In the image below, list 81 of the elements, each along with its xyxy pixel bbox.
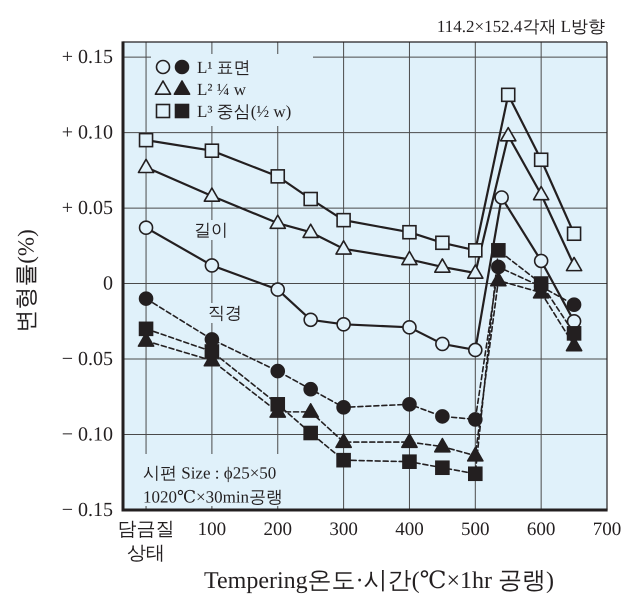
point xyxy=(336,212,351,228)
annotation: 시편 Size : ϕ25×50 xyxy=(143,464,276,482)
y-tick-label: 0 xyxy=(103,272,113,295)
point xyxy=(532,186,550,200)
point xyxy=(270,169,286,184)
point xyxy=(468,466,483,482)
annotation: 1020℃×30min공랭 xyxy=(143,488,284,506)
point xyxy=(402,320,417,335)
point xyxy=(303,426,318,440)
point xyxy=(138,220,154,235)
point xyxy=(435,409,450,424)
point xyxy=(402,397,417,412)
point xyxy=(494,190,509,205)
point xyxy=(402,224,417,240)
point xyxy=(336,317,351,332)
point xyxy=(270,364,286,378)
point xyxy=(269,214,286,230)
point xyxy=(303,312,318,328)
x-tick-label: 500 xyxy=(461,519,490,540)
point xyxy=(303,382,318,397)
y-tick-label: + 0.15 xyxy=(62,46,113,68)
point xyxy=(204,258,220,273)
point xyxy=(534,254,548,268)
chart-title: 114.2×152.4각재 L방향 xyxy=(436,17,605,36)
legend-label: L³ 중심(½ w) xyxy=(197,102,292,121)
point xyxy=(466,264,484,279)
y-tick-label: + 0.05 xyxy=(62,197,113,220)
x-axis-title: Tempering온도·시간(℃×1hr 공랭) xyxy=(204,568,554,594)
point xyxy=(534,152,548,168)
point xyxy=(138,158,154,174)
point xyxy=(270,397,286,412)
point xyxy=(566,256,582,272)
y-tick-label: − 0.05 xyxy=(62,348,113,370)
point xyxy=(335,240,352,255)
y-axis-title: 변형률(%) xyxy=(14,229,38,333)
point xyxy=(468,342,483,358)
point xyxy=(302,403,320,418)
point xyxy=(270,282,286,297)
point xyxy=(491,260,506,274)
point xyxy=(534,276,548,291)
x-tick-label: 400 xyxy=(395,519,424,540)
point xyxy=(466,446,484,462)
point xyxy=(435,235,450,250)
y-tick-label: − 0.15 xyxy=(62,499,113,521)
point xyxy=(303,192,318,206)
point xyxy=(138,132,154,148)
point xyxy=(302,223,320,238)
point xyxy=(566,326,582,341)
point xyxy=(566,226,582,242)
point xyxy=(468,243,483,258)
annotation: 길이 xyxy=(194,220,228,240)
legend-label: L² ¼ w xyxy=(197,80,247,99)
point xyxy=(435,336,450,352)
point xyxy=(402,454,417,469)
point xyxy=(500,88,516,102)
point xyxy=(335,433,352,448)
x-tick-label: 200 xyxy=(264,519,292,540)
y-tick-label: + 0.10 xyxy=(62,122,113,144)
point xyxy=(434,438,451,453)
y-tick-label: − 0.10 xyxy=(62,424,113,446)
point xyxy=(566,297,582,312)
point xyxy=(500,126,517,142)
point xyxy=(401,250,418,266)
point xyxy=(401,433,418,448)
point xyxy=(468,412,483,427)
x-tick-label: 담금질 상태 xyxy=(118,519,175,564)
x-tick-label: 600 xyxy=(526,519,556,540)
x-tick-label: 300 xyxy=(329,519,358,540)
point xyxy=(336,400,351,415)
annotation: 직경 xyxy=(208,304,242,322)
point xyxy=(434,258,451,273)
point xyxy=(336,452,351,468)
point xyxy=(204,143,220,158)
point xyxy=(204,187,220,202)
x-tick-label: 700 xyxy=(592,519,622,540)
legend-label: L¹ 표면 xyxy=(197,58,251,77)
point xyxy=(491,243,506,258)
point xyxy=(138,291,154,306)
point xyxy=(138,322,154,336)
point xyxy=(435,460,450,476)
x-tick-label: 100 xyxy=(198,519,226,540)
